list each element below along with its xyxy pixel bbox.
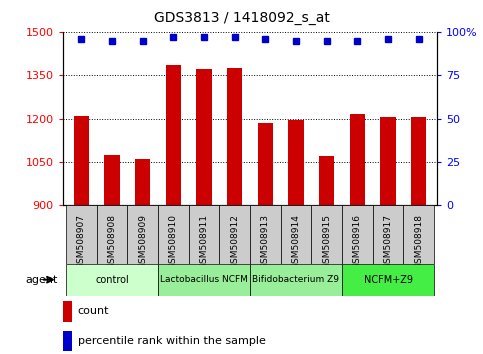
Bar [319,156,334,205]
Bar [66,264,158,296]
Bar [380,117,396,205]
Bar [257,123,273,205]
Bar [312,205,342,264]
Text: GSM508916: GSM508916 [353,214,362,269]
Text: GSM508912: GSM508912 [230,214,239,269]
Bar [66,205,97,264]
Bar [281,205,312,264]
Bar [104,155,120,205]
Text: GSM508907: GSM508907 [77,214,85,269]
Bar [373,205,403,264]
Bar [166,65,181,205]
Text: control: control [95,275,129,285]
Text: GSM508910: GSM508910 [169,214,178,269]
Bar [342,205,373,264]
Text: GSM508918: GSM508918 [414,214,423,269]
Bar [63,331,72,351]
Text: GSM508913: GSM508913 [261,214,270,269]
Bar [158,205,188,264]
Bar [73,116,89,205]
Bar [411,117,426,205]
Bar [196,69,212,205]
Text: GSM508914: GSM508914 [291,214,300,269]
Text: GSM508915: GSM508915 [322,214,331,269]
Text: Bifidobacterium Z9: Bifidobacterium Z9 [253,275,340,284]
Text: GSM508911: GSM508911 [199,214,209,269]
Bar [403,205,434,264]
Bar [342,264,434,296]
Text: GSM508908: GSM508908 [107,214,116,269]
Bar [135,159,150,205]
Text: count: count [78,306,109,316]
Text: NCFM+Z9: NCFM+Z9 [364,275,412,285]
Text: GSM508909: GSM508909 [138,214,147,269]
Bar [127,205,158,264]
Text: GDS3813 / 1418092_s_at: GDS3813 / 1418092_s_at [154,11,329,25]
Text: percentile rank within the sample: percentile rank within the sample [78,336,266,346]
Text: GSM508917: GSM508917 [384,214,393,269]
Bar [350,114,365,205]
Text: Lactobacillus NCFM: Lactobacillus NCFM [160,275,248,284]
Text: agent: agent [26,275,58,285]
Bar [158,264,250,296]
Bar [227,68,242,205]
Bar [288,120,304,205]
Bar [219,205,250,264]
Bar [188,205,219,264]
Bar [250,264,342,296]
Bar [250,205,281,264]
Bar [97,205,127,264]
Bar [63,302,72,322]
